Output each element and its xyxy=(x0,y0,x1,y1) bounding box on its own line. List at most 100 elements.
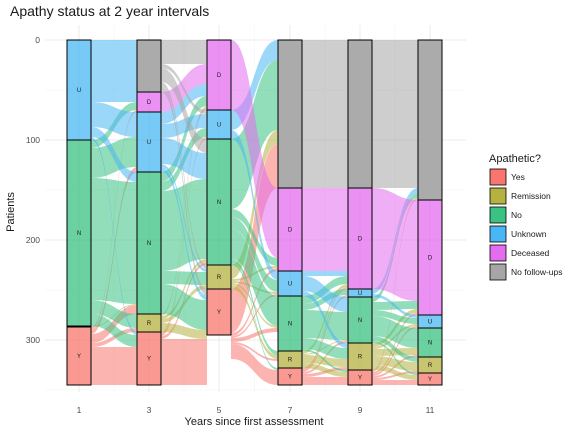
flow-U-N xyxy=(91,127,137,182)
flow-Y-N xyxy=(231,328,278,342)
stratum-3-F xyxy=(136,39,162,93)
stratum-label: Y xyxy=(217,310,221,316)
legend-key-R xyxy=(489,187,507,205)
flow-N-Y xyxy=(302,349,348,372)
y-axis-ticks: 0 100 200 300 xyxy=(26,35,40,345)
x-tick-label: 7 xyxy=(288,405,293,415)
flow-U-U xyxy=(372,294,418,318)
flow-U-U xyxy=(91,102,137,137)
stratum-11-D xyxy=(417,199,443,316)
stratum-label: R xyxy=(147,321,152,327)
stratum-label: Y xyxy=(288,375,292,381)
stratum-label: U xyxy=(147,140,151,146)
y-tick-label: 100 xyxy=(26,135,40,145)
flow-N-R xyxy=(91,300,137,328)
legend: Apathetic? Yes Remission No Unknown Deceased… xyxy=(489,153,563,281)
flow-N-U xyxy=(372,310,418,324)
legend-key-Y xyxy=(489,168,507,186)
stratum-label: Y xyxy=(77,354,81,360)
flow-Y-Y xyxy=(91,347,137,385)
stratum-11-Y xyxy=(417,372,443,386)
legend-label: Unknown xyxy=(511,229,547,239)
strata: U N Y D U N R Y D U N R Y D U N R Y D U N R Y D U N R Y xyxy=(66,39,443,386)
flow-Y-R xyxy=(91,328,137,347)
stratum-9-F xyxy=(347,39,373,189)
flow-F-U xyxy=(161,64,207,114)
flow-U-N xyxy=(302,276,348,312)
legend-label: Remission xyxy=(511,191,551,201)
stratum-label: R xyxy=(217,275,222,281)
flow-R-N xyxy=(372,348,418,356)
stratum-label: D xyxy=(217,73,222,79)
stratum-label: U xyxy=(217,123,221,129)
stratum-label: N xyxy=(288,322,292,328)
stratum-label: D xyxy=(428,256,433,262)
flow-N-N xyxy=(231,229,278,326)
stratum-9-Y xyxy=(347,369,373,386)
y-tick-label: 200 xyxy=(26,235,40,245)
flow-Y-Y xyxy=(302,377,348,385)
stratum-label: R xyxy=(358,355,363,361)
flow-Y-D xyxy=(231,268,278,336)
stratum-label: N xyxy=(147,241,151,247)
stratum-label: U xyxy=(288,282,292,288)
stratum-label: N xyxy=(358,318,362,324)
flow-N-N xyxy=(91,178,137,304)
stratum-7-Y xyxy=(277,367,303,386)
stratum-label: N xyxy=(428,341,432,347)
flow-U-R xyxy=(302,291,348,348)
flow-N-Y xyxy=(161,284,207,330)
legend-key-F xyxy=(489,263,507,281)
chart-title: Apathy status at 2 year intervals xyxy=(10,3,209,19)
flow-U-U xyxy=(231,130,278,280)
stratum-7-F xyxy=(277,39,303,189)
stratum-label: Y xyxy=(147,357,151,363)
flow-F-F xyxy=(302,40,348,188)
flow-U-U xyxy=(161,114,207,138)
flows xyxy=(91,40,418,385)
stratum-11-F xyxy=(417,39,443,201)
stratum-label: Y xyxy=(358,376,362,382)
flow-N-R xyxy=(231,259,278,355)
legend-label: No xyxy=(511,210,522,220)
flow-U-N xyxy=(161,138,207,179)
legend-label: Yes xyxy=(511,172,525,182)
stratum-1-Y xyxy=(66,326,92,386)
stratum-3-U xyxy=(136,111,162,173)
stratum-9-D xyxy=(347,187,373,290)
flow-R-N xyxy=(161,259,207,319)
flow-D-D xyxy=(372,188,418,301)
flow-Y-Y xyxy=(372,380,418,385)
flow-N-Y xyxy=(231,263,278,370)
flow-R-R xyxy=(372,356,418,371)
x-tick-label: 11 xyxy=(426,405,435,415)
legend-title: Apathetic? xyxy=(489,153,541,165)
stratum-label: U xyxy=(77,88,81,94)
y-tick-label: 300 xyxy=(26,335,40,345)
stratum-label: U xyxy=(428,320,432,326)
stratum-5-R xyxy=(206,264,232,290)
flow-N-U xyxy=(231,217,278,292)
stratum-1-N xyxy=(66,139,92,327)
stratum-label: Y xyxy=(428,377,432,383)
stratum-11-N xyxy=(417,327,443,358)
flow-U-Y xyxy=(91,137,137,335)
flow-N-N xyxy=(372,316,418,348)
legend-label: Deceased xyxy=(511,248,550,258)
flow-F-Y xyxy=(161,86,207,295)
flow-U-F xyxy=(91,40,137,92)
flow-R-Y xyxy=(302,363,348,377)
flow-R-Y xyxy=(372,365,418,380)
y-tick-label: 0 xyxy=(35,35,40,45)
stratum-label: R xyxy=(428,363,433,369)
stratum-9-R xyxy=(347,342,373,371)
flow-N-N xyxy=(302,310,348,340)
stratum-label: D xyxy=(288,228,293,234)
flow-U-Y xyxy=(161,167,207,300)
flow-F-D xyxy=(161,40,207,64)
legend-label: No follow-ups xyxy=(511,267,563,277)
flow-N-R xyxy=(302,338,348,359)
stratum-label: D xyxy=(147,100,152,106)
flow-F-F xyxy=(372,40,418,188)
